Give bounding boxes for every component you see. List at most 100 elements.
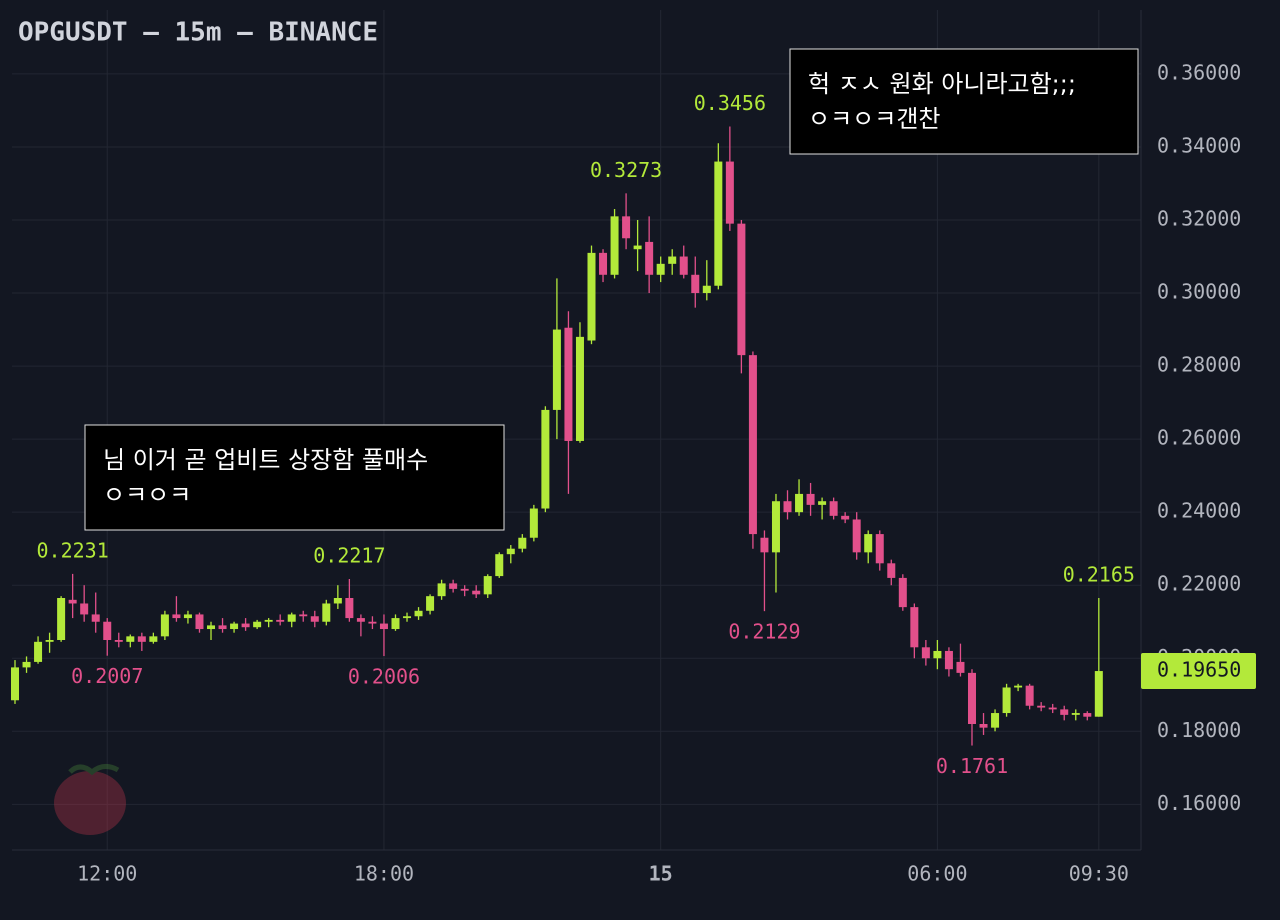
candle-body [1060,709,1069,715]
comment-background [84,424,505,531]
candle-body [218,625,227,630]
y-tick-label: 0.24000 [1157,499,1241,523]
candle-body [437,583,446,597]
candle-body [264,619,273,622]
candle-body [887,563,896,578]
y-tick-label: 0.36000 [1157,60,1241,84]
candle-body [748,355,757,535]
candle-body [391,618,400,630]
candle-body [852,519,861,553]
candle-body [172,614,181,619]
candle-body [1002,687,1011,714]
candle-body [725,161,734,224]
candle-body [944,650,953,670]
candle-body [622,216,631,239]
candle-body [841,515,850,520]
comment-line: 헉 ㅈㅅ 원화 아니라고함;;; [808,70,1076,98]
candle-body [760,537,769,553]
candle-body [691,274,700,294]
candle-body [426,596,435,611]
candle-body [1014,685,1023,688]
candle-body [495,554,504,577]
candle-body [714,161,723,286]
candle-body [633,245,642,250]
y-tick-label: 0.34000 [1157,133,1241,157]
candle-body [45,640,54,642]
candle-body [991,713,1000,728]
y-tick-label: 0.18000 [1157,718,1241,742]
candle-body [818,501,827,505]
candle-body [829,501,838,516]
x-tick-label: 18:00 [354,862,414,886]
candle-body [57,598,66,640]
high-label: 0.3273 [590,158,662,182]
candle-body [1083,713,1092,717]
candle-body [599,252,608,275]
candle-body [933,650,942,659]
candle-body [587,252,596,341]
logo [54,764,126,835]
logo-leaf [68,764,120,776]
candle-body [460,588,469,591]
candle-body [103,621,112,640]
x-tick-label: 15 [649,862,673,886]
candle-body [875,534,884,564]
candle-body [610,216,619,275]
candle-body [149,636,158,642]
candle-body [898,577,907,608]
candle-body [114,640,123,642]
y-tick-label: 0.32000 [1157,207,1241,231]
candle-body [702,285,711,294]
candle-body [333,598,342,604]
x-tick-label: 06:00 [907,862,967,886]
y-tick-label: 0.30000 [1157,280,1241,304]
candle-body [414,610,423,617]
y-tick-label: 0.22000 [1157,572,1241,596]
candle-body [207,625,216,630]
candle-body [253,621,262,628]
comment-line: 님 이거 곧 업비트 상장함 풀매수 [103,446,428,474]
candle-body [287,614,296,622]
candle-body [11,667,19,701]
comment-box: 헉 ㅈㅅ 원화 아니라고함;;; ㅇㅋㅇㅋ갠찬 [789,48,1139,155]
candle-body [771,501,780,553]
low-label: 0.2006 [348,665,420,689]
candle-body [310,616,319,622]
candle-body [22,661,31,668]
comment-line: ㅇㅋㅇㅋ [103,481,191,509]
high-label: 0.2231 [37,538,109,562]
comment-background [789,48,1139,155]
candle-body [1071,713,1080,715]
last-price-tag [1141,653,1256,690]
candle-body [1037,705,1046,708]
candle-body [345,598,354,619]
candle-body [783,501,792,513]
candle-body [529,508,538,538]
candle-body [356,618,365,622]
candle-body [241,623,250,628]
high-label: 0.2217 [313,544,385,568]
candle-body [656,263,665,275]
comment-line: ㅇㅋㅇㅋ갠찬 [808,105,940,133]
candle-body [1094,671,1103,717]
candle-body [34,641,43,662]
candle-body [483,576,492,595]
candle-body [322,603,331,622]
candle-body [449,583,458,589]
candle-body [806,493,815,505]
candle-body [368,621,377,624]
candle-body [645,241,654,275]
candle-body [91,614,100,622]
candle-body [795,493,804,513]
candle-body [921,647,930,659]
candles [11,126,1103,746]
candle-body [910,607,919,648]
high-label: 0.3456 [694,91,766,115]
candle-body [1048,707,1057,710]
y-tick-label: 0.28000 [1157,353,1241,377]
candle-body [80,603,89,615]
candle-body [379,623,388,630]
candle-body [956,661,965,673]
candle-body [864,534,873,553]
